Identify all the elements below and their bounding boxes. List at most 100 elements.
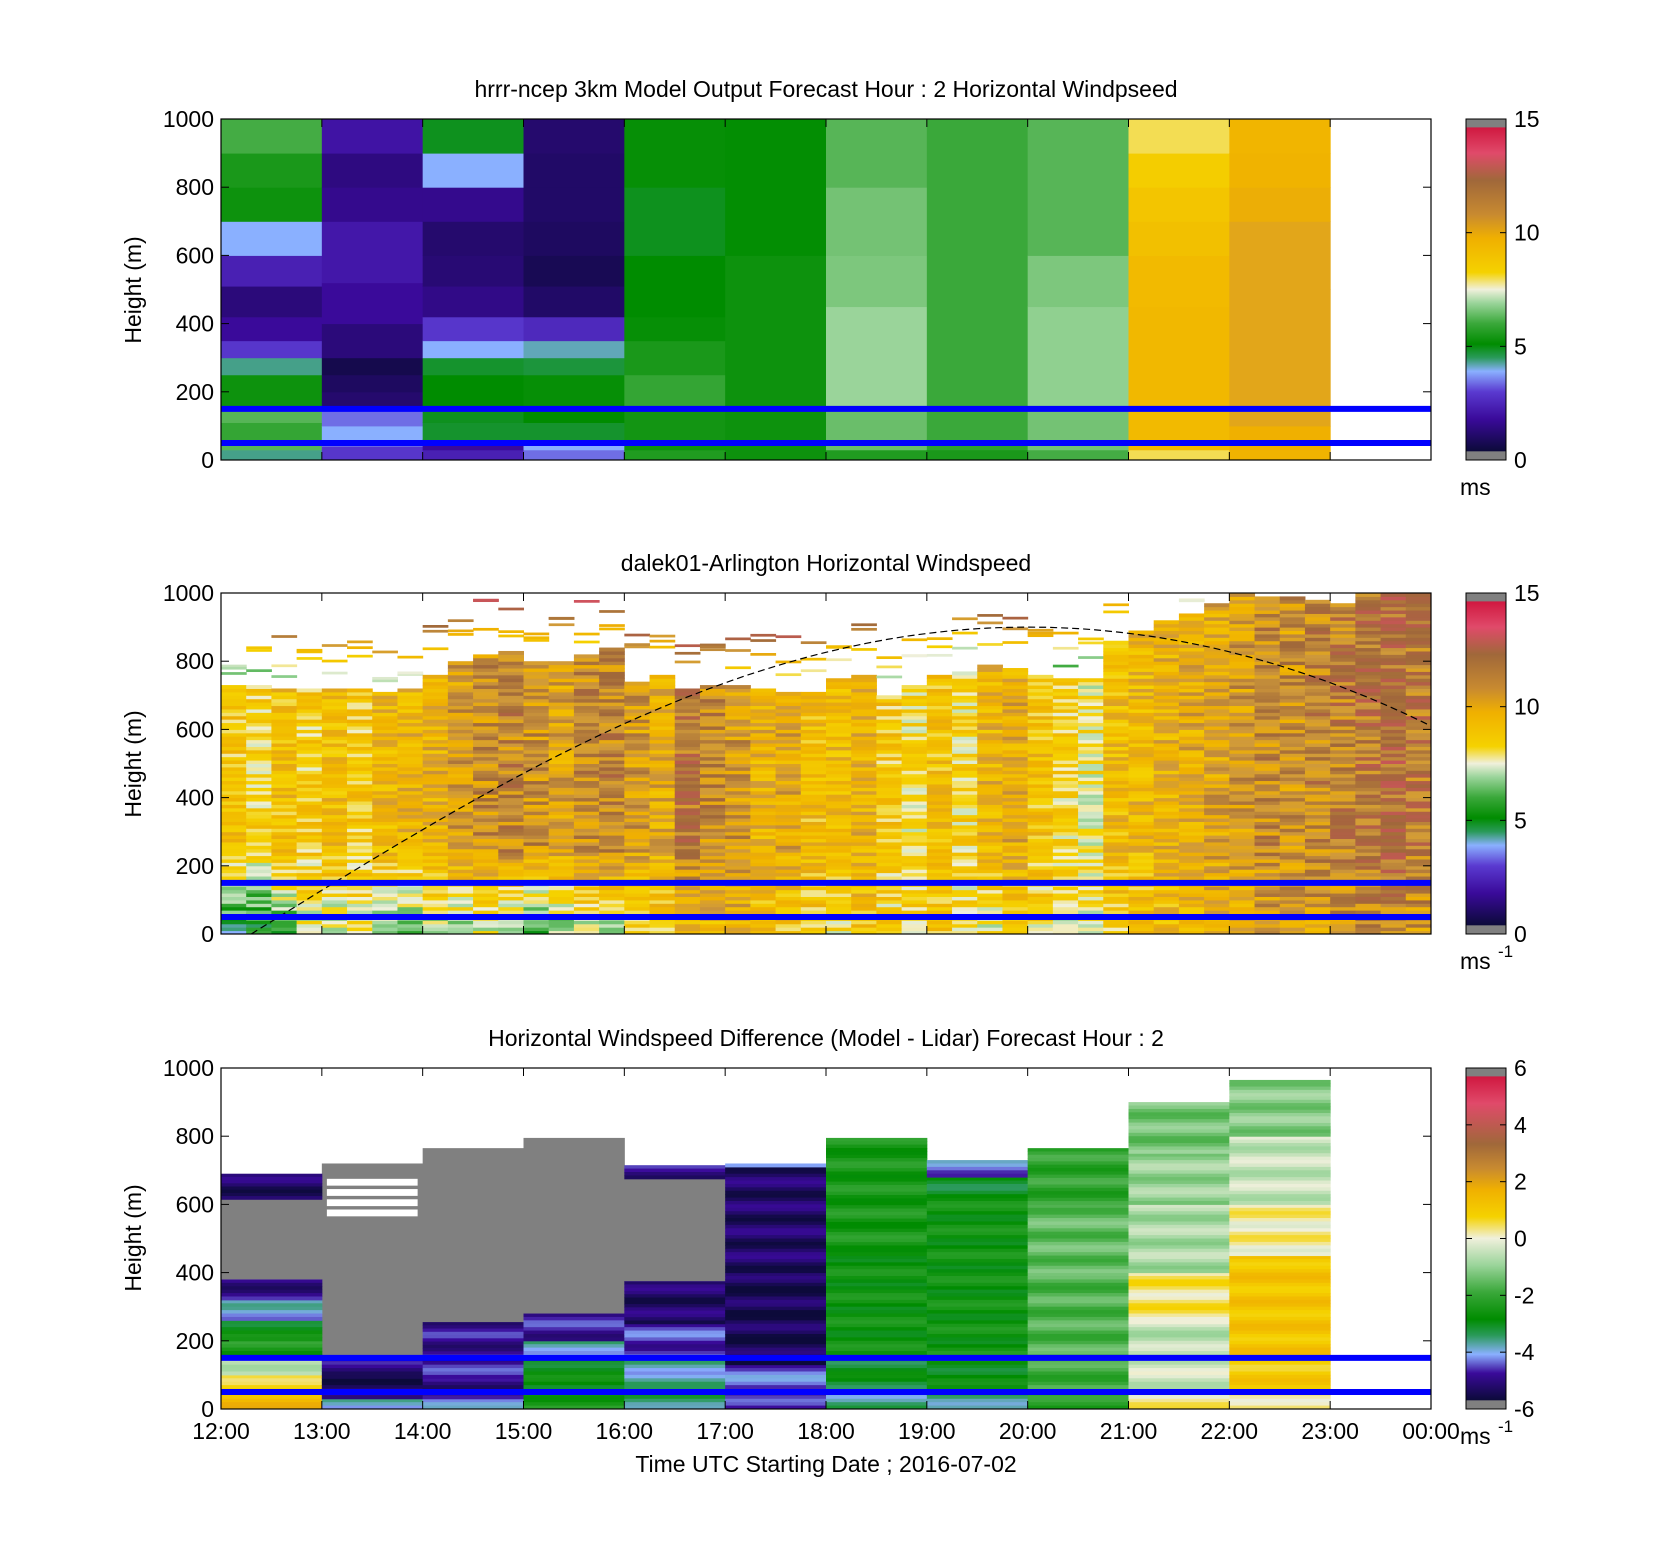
lidar-cell — [800, 927, 827, 932]
lidar-cell — [296, 845, 323, 850]
lidar-cell — [473, 862, 499, 867]
lidar-cell — [1078, 930, 1104, 934]
lidar-cell — [1355, 903, 1382, 908]
lidar-cell — [1279, 841, 1306, 846]
lidar-cell — [674, 722, 701, 727]
lidar-cell — [372, 824, 398, 829]
heatmap-cell — [1229, 1214, 1331, 1219]
lidar-cell — [977, 725, 1003, 730]
lidar-cell — [599, 736, 625, 741]
lidar-cell — [649, 814, 676, 819]
lidar-cell — [1128, 876, 1155, 880]
lidar-cell — [1103, 743, 1129, 747]
lidar-cell — [1330, 852, 1356, 857]
lidar-cell — [624, 804, 651, 809]
lidar-cell — [800, 705, 827, 710]
lidar-cell — [599, 650, 625, 655]
lidar-cell — [1128, 746, 1155, 751]
lidar-cell — [1153, 685, 1180, 689]
heatmap-cell — [826, 1151, 928, 1156]
panel-difference-reference-lines — [221, 1354, 1431, 1395]
lidar-cell — [246, 777, 272, 782]
lidar-cell — [1355, 681, 1382, 686]
heatmap-cell — [523, 187, 625, 222]
lidar-cell — [800, 906, 827, 911]
lidar-cell — [1078, 729, 1104, 734]
lidar-cell — [926, 712, 953, 717]
lidar-cell — [548, 712, 575, 717]
lidar-cell — [1304, 787, 1331, 792]
lidar-cell — [1002, 872, 1029, 877]
lidar-cell — [422, 794, 449, 799]
lidar-cell — [952, 756, 978, 761]
lidar-cell — [1304, 732, 1331, 737]
lidar-cell — [952, 801, 978, 805]
heatmap-cell — [1128, 1398, 1230, 1403]
heatmap-cell — [1027, 1337, 1129, 1342]
lidar-cell — [1002, 729, 1029, 734]
lidar-cell — [901, 865, 928, 870]
heatmap-cell — [1128, 1385, 1230, 1390]
lidar-cell — [649, 811, 676, 816]
lidar-cell — [876, 852, 903, 857]
lidar-cell — [1254, 691, 1281, 696]
lidar-cell — [1052, 831, 1079, 836]
lidar-cell — [1052, 688, 1079, 693]
lidar-cell — [573, 869, 600, 874]
lidar-cell — [977, 794, 1003, 799]
lidar-cell — [447, 681, 474, 686]
lidar-cell — [1002, 668, 1029, 672]
lidar-cell — [901, 818, 928, 822]
lidar-cell — [246, 920, 272, 925]
lidar-cell — [1304, 855, 1331, 860]
lidar-cell — [498, 862, 524, 867]
lidar-cell — [750, 801, 777, 805]
lidar-cell — [1052, 708, 1079, 713]
lidar-cell — [1405, 777, 1431, 782]
lidar-cell — [1103, 831, 1129, 836]
lidar-cell — [725, 732, 751, 737]
heatmap-cell — [1229, 1303, 1331, 1308]
lidar-cell — [548, 729, 575, 734]
lidar-cell — [725, 828, 751, 833]
lidar-cell — [1052, 920, 1079, 925]
lidar-cell — [447, 763, 474, 768]
heatmap-cell — [826, 1262, 928, 1267]
lidar-cell — [1103, 688, 1129, 693]
lidar-cell — [674, 780, 701, 785]
lidar-cell — [826, 760, 852, 764]
lidar-cell — [1380, 613, 1407, 618]
lidar-cell — [473, 903, 499, 908]
lidar-cell — [952, 889, 978, 894]
lidar-cell — [851, 783, 877, 788]
heatmap-cell — [221, 449, 323, 460]
heatmap-cell — [826, 1174, 928, 1179]
lidar-cell — [851, 763, 877, 768]
heatmap-cell — [725, 1299, 827, 1304]
lidar-cell — [1330, 899, 1356, 904]
lidar-cell — [1002, 930, 1029, 934]
lidar-cell — [599, 797, 625, 802]
lidar-cell — [1330, 739, 1356, 744]
lidar-cell — [1153, 749, 1180, 754]
lidar-cell — [1229, 637, 1256, 642]
lidar-cell — [952, 732, 978, 737]
lidar-cell-sparse — [725, 637, 751, 641]
lidar-cell — [447, 797, 474, 802]
heatmap-cell — [826, 449, 928, 460]
y-tick-label: 600 — [176, 1191, 214, 1217]
lidar-cell — [296, 691, 323, 696]
lidar-cell — [624, 845, 651, 850]
lidar-cell — [1204, 640, 1230, 645]
lidar-cell-sparse — [1052, 664, 1079, 668]
lidar-cell — [296, 794, 323, 799]
heatmap-cell — [926, 1378, 1029, 1383]
lidar-cell — [977, 814, 1003, 819]
lidar-cell — [573, 688, 600, 693]
lidar-cell — [1052, 787, 1079, 792]
lidar-cell — [699, 845, 726, 850]
heatmap-cell — [826, 1191, 928, 1196]
lidar-cell — [1304, 627, 1331, 632]
lidar-cell — [674, 749, 701, 754]
lidar-cell — [952, 906, 978, 911]
